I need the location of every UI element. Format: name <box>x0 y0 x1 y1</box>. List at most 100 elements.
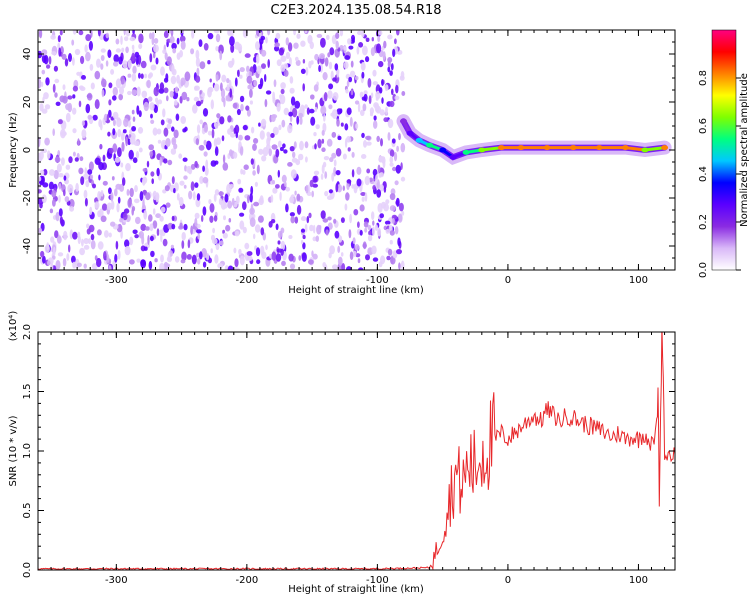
noise-blob <box>182 157 188 162</box>
noise-blob <box>63 189 66 197</box>
noise-blob <box>110 192 114 202</box>
noise-blob <box>205 159 209 170</box>
noise-blob <box>315 235 319 242</box>
noise-blob <box>220 82 223 92</box>
noise-blob <box>199 119 203 125</box>
noise-blob <box>343 61 349 69</box>
noise-blob <box>151 149 156 159</box>
noise-blob <box>311 190 315 198</box>
noise-blob <box>312 236 317 242</box>
noise-blob <box>379 109 385 116</box>
noise-blob <box>275 32 281 40</box>
noise-blob <box>199 251 203 260</box>
noise-blob <box>365 37 370 42</box>
noise-blob <box>166 95 169 102</box>
noise-blob <box>196 124 201 134</box>
noise-blob <box>218 191 224 196</box>
noise-blob <box>186 165 192 174</box>
noise-blob <box>274 42 280 48</box>
noise-blob <box>288 253 294 262</box>
noise-blob <box>86 223 90 229</box>
noise-blob <box>116 202 120 213</box>
snr-background <box>38 332 675 570</box>
noise-blob <box>383 186 387 193</box>
noise-blob <box>308 212 312 219</box>
noise-blob <box>287 124 293 134</box>
noise-blob <box>194 182 199 188</box>
noise-blob <box>278 124 282 131</box>
noise-blob <box>310 116 316 126</box>
noise-blob <box>322 161 327 168</box>
noise-blob <box>178 225 184 230</box>
noise-blob <box>339 108 343 114</box>
noise-blob <box>209 203 215 213</box>
noise-blob <box>127 59 132 69</box>
noise-blob <box>340 252 344 257</box>
noise-blob <box>213 30 220 34</box>
noise-blob <box>374 224 378 231</box>
noise-blob <box>367 224 372 231</box>
noise-blob <box>366 168 371 174</box>
noise-blob <box>331 152 337 159</box>
noise-blob <box>173 143 178 150</box>
noise-blob <box>259 130 265 140</box>
noise-blob <box>153 38 159 44</box>
noise-blob <box>137 126 144 134</box>
noise-blob <box>378 184 385 192</box>
noise-blob <box>321 147 326 152</box>
noise-blob <box>162 189 167 194</box>
noise-blob <box>204 166 209 176</box>
noise-blob <box>256 259 261 265</box>
noise-blob <box>212 227 216 234</box>
noise-blob <box>326 34 330 41</box>
noise-blob <box>242 226 247 234</box>
noise-blob <box>360 192 366 196</box>
noise-blob <box>44 137 50 146</box>
noise-blob <box>156 167 160 177</box>
noise-blob <box>337 245 341 253</box>
noise-blob <box>244 135 251 141</box>
noise-blob <box>374 103 380 113</box>
noise-blob <box>88 224 95 233</box>
noise-blob <box>375 174 378 184</box>
noise-blob <box>45 77 50 86</box>
noise-blob <box>320 210 326 220</box>
noise-blob <box>356 166 362 175</box>
noise-blob <box>215 33 221 43</box>
noise-blob <box>267 133 272 142</box>
noise-blob <box>202 261 207 268</box>
noise-blob <box>68 244 71 253</box>
noise-blob <box>100 48 106 53</box>
noise-blob <box>99 143 103 150</box>
noise-blob <box>281 260 286 266</box>
noise-blob <box>275 184 280 189</box>
noise-blob <box>135 151 140 159</box>
noise-blob <box>355 123 359 129</box>
noise-blob <box>127 73 132 78</box>
noise-blob <box>280 55 287 62</box>
noise-blob <box>129 36 136 42</box>
noise-blob <box>108 109 112 118</box>
noise-blob <box>260 245 265 256</box>
noise-blob <box>125 46 129 54</box>
noise-blob <box>223 97 226 108</box>
noise-blob <box>49 208 54 214</box>
noise-blob <box>190 225 193 235</box>
noise-blob <box>339 30 344 37</box>
noise-blob <box>63 175 67 181</box>
noise-blob <box>278 47 285 56</box>
noise-blob <box>387 132 391 141</box>
noise-blob <box>214 160 219 165</box>
noise-blob <box>253 79 258 87</box>
noise-blob <box>343 46 347 51</box>
noise-blob <box>108 187 112 195</box>
spectrogram-x-axis-label: Height of straight line (km) <box>288 285 424 296</box>
noise-blob <box>357 30 362 36</box>
noise-blob <box>265 36 268 44</box>
noise-blob <box>38 189 42 194</box>
noise-blob <box>65 112 71 123</box>
noise-blob <box>159 156 163 166</box>
noise-blob <box>401 210 405 216</box>
noise-blob <box>258 122 261 127</box>
noise-blob <box>354 100 360 105</box>
